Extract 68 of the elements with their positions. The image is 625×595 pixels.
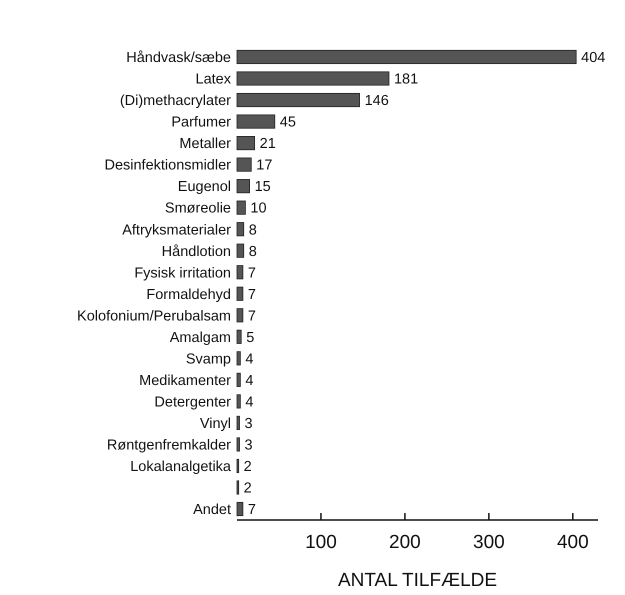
x-tick-label: 300 bbox=[473, 532, 505, 553]
y-tick-label: Fysisk irritation bbox=[134, 265, 231, 282]
y-tick-label: Smøreolie bbox=[164, 200, 231, 217]
bar bbox=[236, 372, 241, 387]
y-tick-label: Røntgenfremkalder bbox=[106, 438, 232, 454]
data-label: 7 bbox=[248, 502, 256, 518]
bar bbox=[236, 330, 242, 344]
data-label: 4 bbox=[245, 351, 254, 368]
data-label: 8 bbox=[248, 244, 257, 260]
bar bbox=[236, 200, 246, 215]
bar bbox=[236, 351, 241, 366]
y-tick-label: Amalgam bbox=[170, 330, 231, 346]
data-label: 45 bbox=[280, 114, 296, 131]
y-tick-label: Formaldehyd bbox=[146, 286, 231, 303]
y-tick-label: Aftryksmaterialer bbox=[122, 222, 232, 238]
data-label: 17 bbox=[256, 158, 272, 174]
y-tick-label: Detergenter bbox=[154, 394, 232, 410]
x-axis-title: ANTAL TILFÆLDE bbox=[338, 570, 498, 591]
bar bbox=[236, 71, 390, 86]
bar bbox=[236, 502, 244, 516]
data-label: 4 bbox=[245, 372, 254, 389]
bar bbox=[236, 286, 244, 301]
bar bbox=[236, 179, 250, 194]
bar bbox=[236, 114, 276, 129]
y-tick-label: Desinfektionsmidler bbox=[104, 158, 232, 174]
x-tick-label: 100 bbox=[305, 532, 337, 553]
bar bbox=[236, 437, 240, 452]
data-label: 181 bbox=[394, 72, 418, 88]
y-tick-label: Metaller bbox=[179, 136, 232, 152]
data-label: 8 bbox=[248, 222, 257, 238]
y-tick-label: Vinyl bbox=[200, 416, 231, 432]
bar bbox=[236, 265, 244, 280]
bar bbox=[236, 136, 256, 150]
bar bbox=[236, 244, 244, 258]
data-label: 5 bbox=[246, 330, 254, 346]
data-label: 3 bbox=[244, 416, 253, 432]
data-label: 10 bbox=[250, 200, 267, 217]
y-tick-label: Håndvask/sæbe bbox=[126, 50, 231, 66]
data-label: 404 bbox=[581, 50, 606, 66]
data-label: 15 bbox=[254, 179, 271, 196]
y-tick-label: Svamp bbox=[186, 351, 231, 368]
data-label: 7 bbox=[248, 308, 256, 324]
data-label: 146 bbox=[364, 93, 389, 110]
y-tick-label: Eugenol bbox=[178, 179, 231, 196]
y-tick-label: (Di)methacrylater bbox=[120, 93, 232, 110]
data-label: 21 bbox=[260, 136, 276, 152]
y-tick-label: Lokalanalgetika bbox=[130, 459, 232, 476]
y-tick-label: Kolofonium/Perubalsam bbox=[77, 308, 231, 324]
y-tick-label: Andet bbox=[193, 502, 231, 518]
data-label: 3 bbox=[244, 438, 253, 454]
bar bbox=[236, 308, 244, 322]
x-tick-label: 400 bbox=[556, 532, 589, 553]
bar bbox=[236, 92, 360, 108]
x-tick-label: 200 bbox=[389, 532, 421, 553]
bar bbox=[236, 158, 252, 172]
data-label: 7 bbox=[248, 265, 256, 282]
data-label: 7 bbox=[248, 286, 256, 303]
bar bbox=[236, 50, 577, 64]
y-tick-label: Latex bbox=[196, 72, 232, 88]
bar bbox=[236, 416, 240, 430]
y-tick-label: Parfumer bbox=[171, 114, 232, 131]
bar bbox=[236, 222, 244, 236]
data-label: 2 bbox=[244, 480, 252, 497]
data-label: 2 bbox=[244, 459, 252, 476]
bar bbox=[236, 394, 241, 408]
data-label: 4 bbox=[245, 394, 254, 410]
y-tick-label: Medikamenter bbox=[139, 372, 232, 389]
y-tick-label: Håndlotion bbox=[162, 244, 231, 260]
